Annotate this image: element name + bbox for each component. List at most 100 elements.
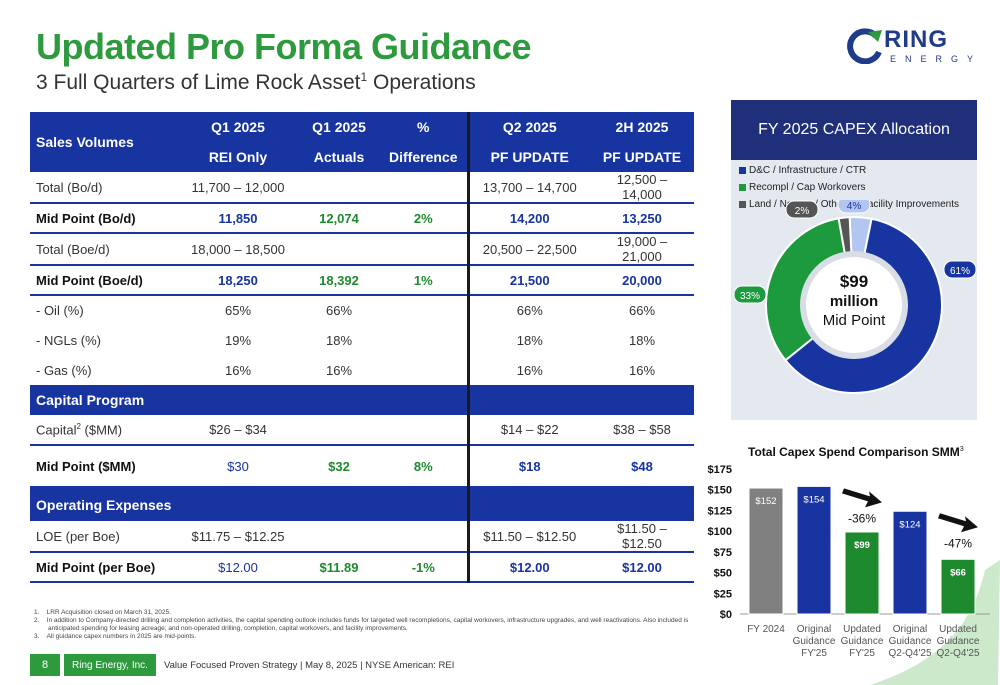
- cell: [380, 521, 470, 553]
- y-tick-label: $100: [708, 526, 732, 538]
- section-capital-program: Capital Program: [30, 385, 694, 415]
- decrease-arrow-icon: [938, 513, 978, 533]
- legend-label: Recompl / Cap Workovers: [749, 182, 866, 193]
- cell: [298, 233, 380, 266]
- header-pf-update-2h: PF UPDATE: [590, 142, 694, 172]
- cell: 18%: [516, 332, 543, 348]
- header-percent: %: [380, 112, 470, 142]
- row-label: - Oil (%): [36, 303, 84, 318]
- y-tick-label: $125: [708, 505, 732, 517]
- section-label: Capital Program: [30, 385, 380, 415]
- row-label: Capital2 ($MM): [30, 415, 178, 446]
- bar-data-label: $152: [755, 496, 776, 507]
- cell: 66%: [516, 303, 543, 318]
- cell: $11.89: [298, 551, 380, 583]
- legend-swatch: [739, 167, 746, 174]
- x-tick-label: FY'25: [801, 648, 827, 659]
- x-tick-label: Q2-Q4'25: [936, 648, 979, 659]
- cell: $11.50 – $12.50: [590, 521, 694, 553]
- cell: 66%: [325, 303, 353, 318]
- bar: [748, 487, 784, 615]
- header-q1-2025: Q1 2025: [178, 112, 298, 142]
- header-2h-2025: 2H 2025: [590, 112, 694, 142]
- x-tick-label: FY 2024: [747, 624, 785, 635]
- cell: [298, 521, 380, 553]
- footnotes: 1. LRR Acquisition closed on March 31, 2…: [34, 609, 694, 641]
- y-tick-label: $0: [720, 609, 732, 621]
- cell: 18%: [628, 332, 656, 348]
- section-operating-expenses: Operating Expenses: [30, 487, 694, 521]
- table-row: - NGLs (%) 19% 18% 18% 18%: [30, 325, 694, 355]
- y-tick-label: $150: [708, 485, 732, 497]
- capex-allocation-title: FY 2025 CAPEX Allocation: [731, 100, 977, 160]
- y-tick-label: $50: [714, 568, 732, 580]
- cell: 11,850: [178, 202, 298, 234]
- cell: $32: [298, 444, 380, 488]
- donut-data-label: 61%: [943, 260, 977, 279]
- cell: $26 – $34: [178, 415, 298, 446]
- percent-change-label: -47%: [944, 536, 972, 550]
- cell: 16%: [325, 362, 353, 378]
- svg-text:4%: 4%: [847, 201, 862, 212]
- legend-item: D&C / Infrastructure / CTR: [739, 165, 866, 176]
- table-row: - Oil (%) 65% 66% 66% 66%: [30, 295, 694, 325]
- y-tick-label: $75: [714, 547, 732, 559]
- header-q2-2025: Q2 2025: [468, 112, 590, 142]
- donut-center: [800, 251, 908, 359]
- bar: [892, 510, 928, 615]
- cell: 13,700 – 14,700: [468, 172, 590, 204]
- footer-company: Ring Energy, Inc.: [64, 654, 156, 676]
- y-tick-label: $25: [714, 588, 732, 600]
- page-subtitle: 3 Full Quarters of Lime Rock Asset1 Oper…: [36, 70, 476, 95]
- cell: $38 – $58: [590, 415, 694, 446]
- row-label: - Gas (%): [36, 362, 92, 378]
- x-tick-label: Q2-Q4'25: [888, 648, 931, 659]
- row-label: Total (Boe/d): [30, 233, 178, 266]
- donut-center-caption: Mid Point: [823, 312, 886, 329]
- cell: 16%: [516, 362, 543, 378]
- cell: 16%: [628, 362, 656, 378]
- cell: 20,000: [590, 264, 694, 296]
- bar-chart-title: Total Capex Spend Comparison SMM3: [748, 445, 964, 459]
- header-sales-volumes: Sales Volumes: [30, 112, 178, 172]
- header-pf-update-q2: PF UPDATE: [468, 142, 590, 172]
- cell: 13,250: [590, 202, 694, 234]
- x-tick-label: Guidance: [841, 636, 884, 647]
- cell: 14,200: [468, 202, 590, 234]
- header-rei-only: REI Only: [178, 142, 298, 172]
- row-label: LOE (per Boe): [30, 521, 178, 553]
- capex-allocation-panel: FY 2025 CAPEX Allocation D&C / Infrastru…: [731, 100, 977, 420]
- subtitle-footnote-ref: 1: [360, 70, 368, 84]
- cell: $14 – $22: [468, 415, 590, 446]
- header-row-bottom: REI Only Actuals Difference PF UPDATE PF…: [30, 142, 694, 172]
- table-row: Mid Point (Boe/d) 18,250 18,392 1% 21,50…: [30, 264, 694, 296]
- row-label: Mid Point (Bo/d): [30, 202, 178, 234]
- svg-text:33%: 33%: [740, 291, 760, 302]
- table-row: Mid Point ($MM) $30 $32 8% $18 $48: [30, 444, 694, 488]
- cell: 18,000 – 18,500: [178, 233, 298, 266]
- table-row: Total (Bo/d) 11,700 – 12,000 13,700 – 14…: [30, 172, 694, 204]
- header-row-top: Sales Volumes Q1 2025 Q1 2025 % Q2 2025 …: [30, 112, 694, 172]
- cell: $12.00: [468, 551, 590, 583]
- x-tick-label: FY'25: [849, 648, 875, 659]
- legend-swatch: [739, 201, 746, 208]
- section-label: Operating Expenses: [30, 487, 380, 521]
- decrease-arrow-icon: [842, 488, 882, 508]
- cell: 19%: [224, 332, 252, 348]
- footnote: 1. LRR Acquisition closed on March 31, 2…: [34, 609, 171, 616]
- cell: 2%: [380, 202, 470, 234]
- cell: $12.00: [178, 551, 298, 583]
- percent-change-label: -36%: [848, 511, 876, 525]
- row-label: Mid Point (per Boe): [30, 551, 178, 583]
- cell: 18,392: [298, 264, 380, 296]
- row-label: Total (Bo/d): [30, 172, 178, 204]
- bar-data-label: $154: [803, 494, 824, 505]
- page-number: 8: [30, 654, 60, 676]
- cell: $30: [178, 444, 298, 488]
- cell: [380, 415, 470, 446]
- cell: $48: [590, 444, 694, 488]
- page-title: Updated Pro Forma Guidance: [36, 26, 532, 67]
- row-label: - NGLs (%): [36, 332, 101, 348]
- cell: [380, 325, 470, 355]
- bar-data-label: $99: [854, 540, 870, 551]
